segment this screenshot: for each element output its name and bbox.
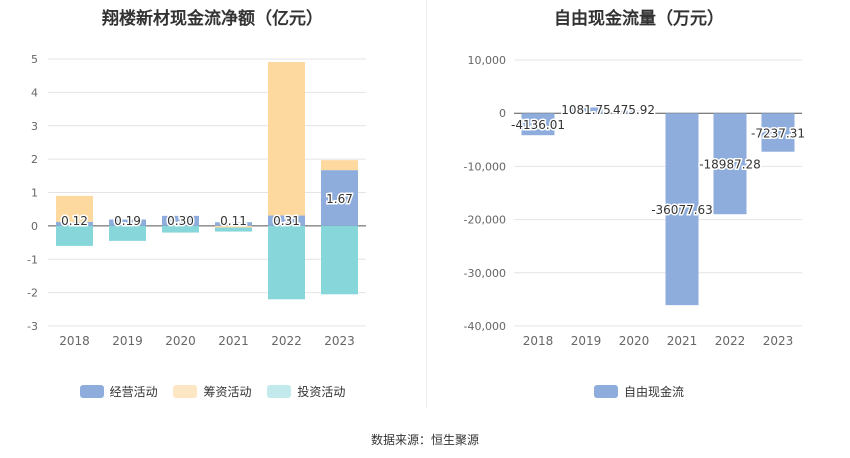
bar-segment bbox=[56, 221, 93, 226]
y-tick-label: -10,000 bbox=[464, 160, 506, 173]
right-chart-svg: -40,000 -30,000 -20,000 -10,000 0 10,000 -4136… bbox=[464, 54, 807, 348]
bar-segment bbox=[215, 227, 252, 232]
y-tick-label: 5 bbox=[31, 53, 38, 66]
data-label: -7237.31 bbox=[751, 126, 805, 140]
y-tick-label: -1 bbox=[27, 253, 38, 266]
legend-label-investing: 投资活动 bbox=[297, 385, 346, 399]
left-legend: 经营活动 筹资活动 投资活动 bbox=[0, 383, 425, 401]
left-chart-title: 翔楼新材现金流净额（亿元） bbox=[102, 9, 323, 29]
bar bbox=[761, 113, 795, 152]
x-tick-label: 2019 bbox=[112, 334, 143, 348]
bar-segment bbox=[268, 225, 305, 300]
bar bbox=[617, 110, 651, 114]
y-tick-label: 3 bbox=[31, 120, 38, 133]
x-tick-label: 2023 bbox=[324, 334, 355, 348]
y-tick-label: -40,000 bbox=[464, 320, 506, 333]
bar-segment bbox=[162, 215, 199, 226]
cash-flow-chart-panel: 翔楼新材现金流净额（亿元） -3 -2 -1 0 1 2 3 4 5 0.12 2018 0.19 20… bbox=[0, 0, 425, 420]
x-tick-label: 2018 bbox=[59, 334, 90, 348]
bar-segment bbox=[56, 195, 93, 222]
x-tick-label: 2018 bbox=[523, 334, 554, 348]
bar-segment bbox=[268, 215, 305, 226]
y-tick-label: -3 bbox=[27, 320, 38, 333]
bar bbox=[569, 107, 603, 114]
legend-item-operating[interactable]: 经营活动 bbox=[79, 383, 158, 400]
data-label: -18987.28 bbox=[699, 158, 761, 172]
data-source-note: 数据来源：恒生聚源 bbox=[370, 433, 479, 447]
y-tick-label: 0 bbox=[31, 220, 38, 233]
data-label: -4136.01 bbox=[511, 118, 565, 132]
bar-segment bbox=[162, 225, 199, 233]
bar bbox=[713, 113, 747, 215]
legend-item-financing[interactable]: 筹资活动 bbox=[173, 383, 252, 400]
y-tick-label: 0 bbox=[499, 107, 506, 120]
free-cash-flow-chart-panel: 自由现金流量（万元） -40,000 -30,000 -20,000 -10,000 0… bbox=[428, 0, 850, 420]
bar-segment bbox=[321, 170, 358, 226]
legend-swatch-free-cash-flow bbox=[593, 385, 618, 398]
legend-swatch-financing bbox=[173, 385, 198, 398]
data-label: 475.92 bbox=[613, 103, 655, 117]
bar-segment bbox=[321, 225, 358, 295]
left-chart-svg: -3 -2 -1 0 1 2 3 4 5 0.12 2018 0.19 2019 0.30 2020 0.11… bbox=[27, 53, 366, 348]
bar-segment bbox=[268, 62, 305, 216]
legend-swatch-operating bbox=[79, 385, 104, 398]
x-tick-label: 2019 bbox=[571, 334, 602, 348]
y-tick-label: 4 bbox=[31, 86, 38, 99]
data-label: 1.67 bbox=[326, 192, 353, 206]
bar-segment bbox=[109, 219, 146, 226]
panel-divider bbox=[426, 0, 427, 408]
x-tick-label: 2020 bbox=[619, 334, 650, 348]
legend-swatch-investing bbox=[267, 385, 292, 398]
x-tick-label: 2022 bbox=[271, 334, 302, 348]
data-label: 0.19 bbox=[114, 214, 141, 228]
data-label: 0.31 bbox=[273, 214, 300, 228]
x-tick-label: 2021 bbox=[218, 334, 249, 348]
y-tick-label: 1 bbox=[31, 187, 38, 200]
y-tick-label: -2 bbox=[27, 287, 38, 300]
y-tick-label: 2 bbox=[31, 153, 38, 166]
bar-segment bbox=[109, 225, 146, 241]
x-tick-label: 2021 bbox=[667, 334, 698, 348]
legend-item-free-cash-flow[interactable]: 自由现金流 bbox=[593, 383, 684, 400]
bar-segment bbox=[215, 222, 252, 226]
bar bbox=[521, 113, 555, 136]
legend-label-free-cash-flow: 自由现金流 bbox=[623, 385, 684, 399]
x-tick-label: 2020 bbox=[165, 334, 196, 348]
x-tick-label: 2022 bbox=[715, 334, 746, 348]
y-tick-label: -30,000 bbox=[464, 267, 506, 280]
data-label: -36077.63 bbox=[651, 203, 713, 217]
bar-segment bbox=[56, 225, 93, 246]
y-tick-label: -20,000 bbox=[464, 214, 506, 227]
x-tick-label: 2023 bbox=[763, 334, 794, 348]
data-label: 0.12 bbox=[61, 214, 88, 228]
right-chart-title: 自由现金流量（万元） bbox=[554, 9, 724, 29]
y-tick-label: 10,000 bbox=[468, 54, 507, 67]
data-label: 1081.75 bbox=[561, 103, 611, 117]
data-label: 0.11 bbox=[220, 214, 247, 228]
legend-label-financing: 筹资活动 bbox=[203, 385, 252, 399]
right-legend: 自由现金流 bbox=[428, 383, 850, 401]
bar bbox=[665, 113, 699, 306]
legend-label-operating: 经营活动 bbox=[109, 385, 158, 399]
bar-segment bbox=[215, 225, 252, 228]
data-label: 0.30 bbox=[167, 214, 194, 228]
bar-segment bbox=[321, 160, 358, 171]
legend-item-investing[interactable]: 投资活动 bbox=[267, 383, 345, 400]
